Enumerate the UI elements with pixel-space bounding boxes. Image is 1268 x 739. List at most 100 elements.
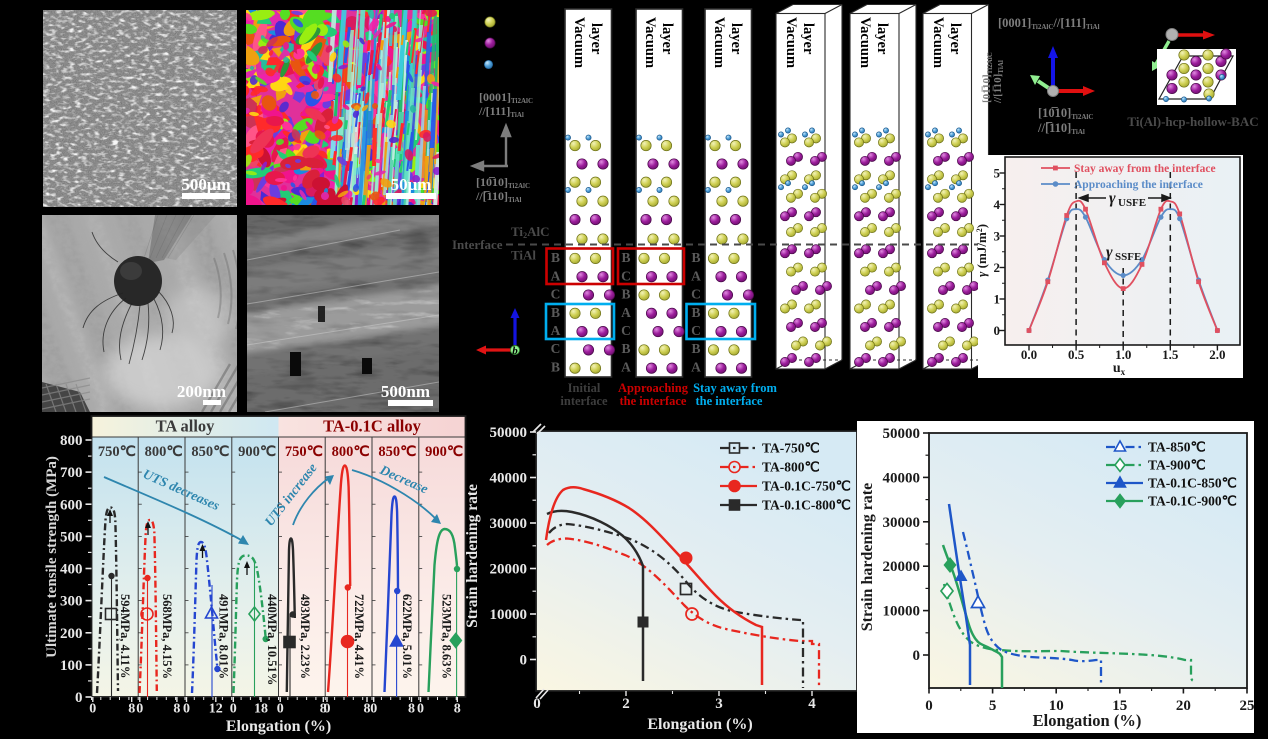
svg-text:0.0: 0.0 [1021, 347, 1037, 362]
svg-text:25: 25 [1240, 698, 1255, 714]
svg-text:C: C [691, 323, 701, 338]
svg-text:5: 5 [994, 166, 1001, 181]
svg-text:491MPa, 8.01%: 491MPa, 8.01% [217, 594, 231, 679]
svg-text:900℃: 900℃ [238, 444, 277, 460]
svg-text:8: 8 [173, 702, 180, 717]
svg-text:TA-0.1C-800℃: TA-0.1C-800℃ [762, 498, 852, 513]
svg-text:15: 15 [1112, 698, 1127, 714]
svg-text:500: 500 [60, 529, 83, 545]
svg-text:0: 0 [75, 690, 83, 706]
svg-text:5: 5 [989, 698, 997, 714]
svg-text:0: 0 [520, 653, 528, 669]
svg-text:interface: interface [560, 394, 608, 408]
svg-text:Vacuum: Vacuum [711, 17, 727, 68]
svg-text:γ: γ [1109, 190, 1116, 207]
svg-text:C: C [621, 268, 631, 283]
svg-text:Vacuum: Vacuum [642, 17, 658, 68]
svg-text:C: C [621, 323, 631, 338]
svg-text:0: 0 [533, 696, 541, 712]
svg-text:0: 0 [417, 702, 424, 717]
svg-text:TA-900℃: TA-900℃ [1148, 458, 1206, 473]
svg-text:[10̅10]Ti2AlC: [10̅10]Ti2AlC [476, 175, 530, 190]
svg-text:0.5: 0.5 [1068, 347, 1085, 362]
svg-text:Initial: Initial [568, 381, 601, 395]
svg-text:622MPa, 5.01%: 622MPa, 5.01% [400, 594, 414, 679]
svg-text:440MPa, 10.51%: 440MPa, 10.51% [265, 594, 279, 685]
svg-text:layer: layer [659, 23, 675, 55]
svg-text:600: 600 [60, 497, 83, 513]
svg-text:1.0: 1.0 [1115, 347, 1131, 362]
svg-text:10000: 10000 [883, 604, 921, 620]
svg-text:TA-0.1C-750℃: TA-0.1C-750℃ [762, 479, 852, 494]
svg-text:B: B [551, 305, 560, 320]
svg-text:2.0: 2.0 [1209, 347, 1225, 362]
svg-text:8: 8 [454, 702, 461, 717]
svg-text:20000: 20000 [490, 562, 528, 578]
svg-text:Vacuum: Vacuum [571, 17, 587, 68]
svg-text:1.5: 1.5 [1162, 347, 1179, 362]
svg-text:493MPa, 2.23%: 493MPa, 2.23% [298, 594, 312, 679]
svg-text:A: A [621, 305, 631, 320]
svg-text:Vacuum: Vacuum [857, 17, 873, 68]
svg-text:20000: 20000 [883, 559, 921, 575]
svg-text://[̅110]TiAl: //[̅110]TiAl [475, 189, 522, 204]
svg-text:layer: layer [874, 23, 890, 55]
svg-text:0: 0 [277, 702, 284, 717]
svg-text:700: 700 [60, 465, 83, 481]
svg-text:800℃: 800℃ [145, 444, 184, 460]
svg-text:0: 0 [370, 702, 377, 717]
svg-text:Stay away from the interface: Stay away from the interface [1074, 163, 1216, 175]
svg-text:1: 1 [994, 292, 1001, 307]
svg-text:TA-0.1C-900℃: TA-0.1C-900℃ [1148, 494, 1238, 509]
svg-text:0: 0 [324, 702, 331, 717]
svg-text:20: 20 [1176, 698, 1191, 714]
svg-text:layer: layer [947, 23, 963, 55]
svg-text:B: B [551, 360, 560, 375]
svg-text:C: C [551, 341, 561, 356]
svg-text:850℃: 850℃ [378, 444, 417, 460]
svg-text:C: C [551, 287, 561, 302]
svg-text:TA alloy: TA alloy [156, 417, 216, 436]
svg-text:10: 10 [1049, 698, 1064, 714]
svg-text:50000: 50000 [490, 425, 528, 441]
svg-text:[0001]Ti2AlC//[111]TiAl: [0001]Ti2AlC//[111]TiAl [998, 16, 1100, 31]
svg-text:A: A [691, 268, 701, 283]
svg-text:TA-750℃: TA-750℃ [762, 441, 820, 456]
svg-text:Approaching the interface: Approaching the interface [1074, 179, 1203, 191]
svg-text://[̅110]TiAl: //[̅110]TiAl [1037, 121, 1085, 136]
svg-text:2: 2 [622, 696, 630, 712]
svg-text:Ultimate tensile strength (MPa: Ultimate tensile strength (MPa) [44, 456, 60, 658]
svg-text:A: A [551, 268, 561, 283]
svg-text:TiAl: TiAl [511, 248, 536, 263]
svg-text:Elongation (%): Elongation (%) [226, 718, 331, 735]
svg-text:A: A [621, 360, 631, 375]
svg-text:50000: 50000 [883, 426, 921, 442]
svg-text:8: 8 [128, 702, 135, 717]
svg-text:B: B [621, 287, 630, 302]
svg-text:Strain hardening rate: Strain hardening rate [859, 483, 876, 631]
svg-text:b: b [512, 345, 518, 357]
svg-text:Elongation (%): Elongation (%) [1033, 711, 1142, 730]
svg-text:100: 100 [60, 658, 83, 674]
svg-text:the interface: the interface [696, 394, 763, 408]
svg-text:TA-800℃: TA-800℃ [762, 460, 820, 475]
svg-text:Stay away from: Stay away from [693, 381, 777, 395]
svg-text:A: A [691, 360, 701, 375]
svg-text:layer: layer [800, 23, 816, 55]
svg-text:layer: layer [728, 23, 744, 55]
svg-text:3: 3 [715, 696, 723, 712]
svg-text:Ti2AlC: Ti2AlC [511, 224, 549, 240]
svg-text:B: B [551, 250, 560, 265]
svg-text:12: 12 [209, 702, 223, 717]
svg-text:TA-0.1C-850℃: TA-0.1C-850℃ [1148, 476, 1238, 491]
svg-text:γ: γ [1106, 244, 1113, 261]
svg-text:2: 2 [994, 260, 1001, 275]
svg-text:500μm: 500μm [181, 175, 230, 194]
svg-text:200nm: 200nm [177, 382, 226, 401]
svg-text:B: B [621, 341, 630, 356]
svg-text://[111]TiAl: //[111]TiAl [478, 104, 524, 119]
svg-text:850℃: 850℃ [191, 444, 230, 460]
svg-text:4: 4 [994, 197, 1001, 212]
svg-text:10000: 10000 [490, 607, 528, 623]
svg-text:8: 8 [364, 702, 371, 717]
